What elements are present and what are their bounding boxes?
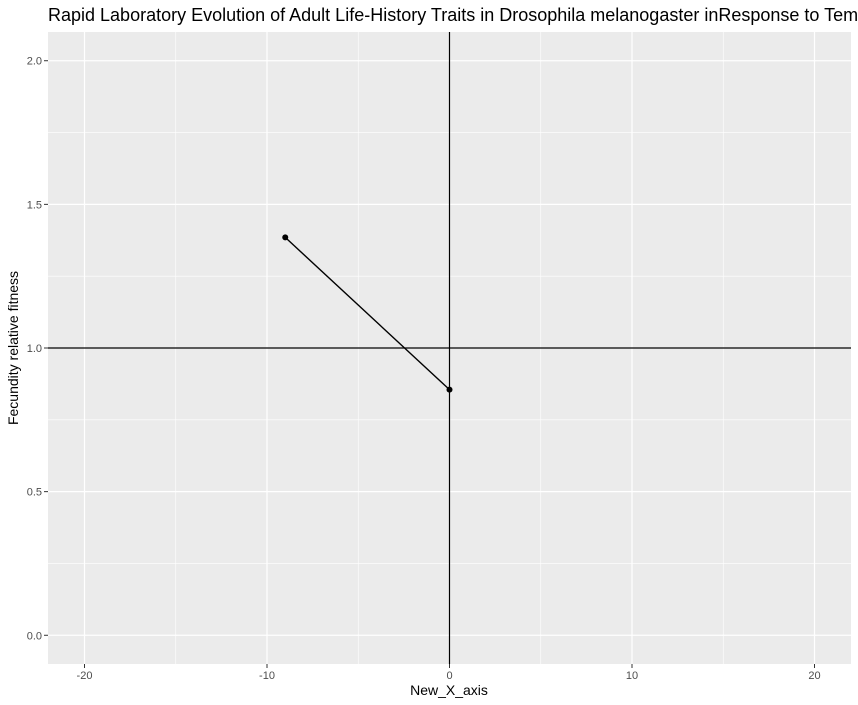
data-point <box>282 234 289 241</box>
y-axis: 0.0 0.5 1.0 1.5 2.0 <box>27 56 48 642</box>
x-tick-label: 0 <box>446 670 452 682</box>
x-tick-label: -20 <box>77 670 93 682</box>
y-tick-label: 1.5 <box>27 199 42 211</box>
y-tick-label: 0.5 <box>27 487 42 499</box>
y-tick-label: 1.0 <box>27 343 42 355</box>
x-axis: -20 -10 0 10 20 <box>77 664 821 682</box>
x-tick-label: 20 <box>808 670 820 682</box>
reference-lines <box>48 32 851 664</box>
x-tick-label: -10 <box>259 670 275 682</box>
data-point <box>446 386 453 393</box>
x-tick-label: 10 <box>626 670 638 682</box>
chart-title: Rapid Laboratory Evolution of Adult Life… <box>48 5 858 25</box>
x-axis-label: New_X_axis <box>410 682 488 698</box>
series-layer <box>282 234 453 393</box>
y-tick-label: 2.0 <box>27 56 42 68</box>
y-axis-label: Fecundity relative fitness <box>5 271 21 425</box>
y-tick-label: 0.0 <box>27 630 42 642</box>
series-line <box>284 236 450 391</box>
